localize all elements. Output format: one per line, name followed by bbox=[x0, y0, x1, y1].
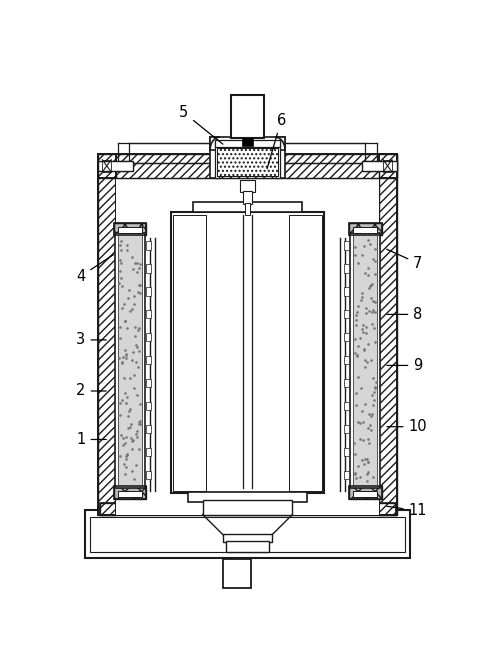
Text: 8: 8 bbox=[387, 307, 423, 322]
Bar bbox=[146, 333, 151, 341]
Bar bbox=[344, 310, 349, 318]
Text: 11: 11 bbox=[387, 503, 427, 518]
Bar bbox=[223, 534, 272, 542]
Bar bbox=[85, 510, 411, 558]
Bar bbox=[210, 137, 285, 150]
Bar bbox=[344, 379, 349, 387]
Bar bbox=[102, 160, 111, 172]
Bar bbox=[240, 180, 255, 192]
Bar bbox=[90, 517, 405, 552]
Bar bbox=[146, 310, 151, 318]
Bar bbox=[351, 233, 380, 488]
Bar bbox=[116, 178, 379, 514]
Bar bbox=[242, 137, 253, 146]
Bar bbox=[146, 471, 151, 479]
Bar bbox=[215, 141, 219, 178]
Bar bbox=[98, 154, 397, 178]
Bar bbox=[146, 241, 151, 249]
Text: 9: 9 bbox=[387, 358, 423, 373]
Bar bbox=[344, 425, 349, 434]
Text: 6: 6 bbox=[267, 113, 286, 169]
Bar bbox=[379, 154, 397, 514]
Bar bbox=[379, 154, 397, 514]
Bar bbox=[344, 265, 349, 272]
Bar bbox=[146, 356, 151, 365]
Bar bbox=[203, 500, 293, 514]
Bar bbox=[277, 137, 285, 178]
Bar bbox=[114, 487, 146, 499]
Bar bbox=[344, 333, 349, 341]
Bar bbox=[115, 233, 144, 488]
Bar bbox=[366, 160, 377, 171]
Bar bbox=[146, 379, 151, 387]
Bar bbox=[146, 402, 151, 410]
Text: 2: 2 bbox=[76, 383, 106, 398]
Bar bbox=[344, 448, 349, 456]
Text: 3: 3 bbox=[76, 332, 106, 347]
Bar bbox=[354, 491, 377, 497]
Bar bbox=[215, 140, 280, 147]
Bar bbox=[344, 356, 349, 365]
Bar bbox=[217, 149, 278, 176]
Bar bbox=[114, 223, 146, 235]
Bar bbox=[146, 425, 151, 434]
Bar bbox=[193, 202, 302, 212]
Bar bbox=[349, 223, 382, 235]
Text: 7: 7 bbox=[387, 249, 423, 271]
Bar bbox=[276, 141, 280, 178]
Bar bbox=[99, 503, 396, 514]
Bar bbox=[116, 163, 379, 178]
Bar bbox=[118, 227, 142, 233]
Bar bbox=[171, 212, 324, 493]
Bar bbox=[383, 160, 392, 172]
Bar bbox=[99, 503, 396, 514]
Bar bbox=[217, 149, 278, 176]
Bar bbox=[245, 203, 250, 215]
Bar bbox=[344, 241, 349, 249]
Bar bbox=[349, 223, 382, 235]
Bar bbox=[116, 163, 379, 178]
Text: 1: 1 bbox=[76, 432, 106, 447]
Bar bbox=[98, 154, 116, 514]
Bar bbox=[349, 487, 382, 499]
Bar bbox=[353, 235, 377, 485]
Bar bbox=[354, 227, 377, 233]
Bar bbox=[349, 487, 382, 499]
Text: 4: 4 bbox=[76, 255, 114, 284]
Bar bbox=[146, 265, 151, 272]
Bar bbox=[344, 287, 349, 296]
Bar bbox=[362, 160, 397, 171]
Bar bbox=[187, 491, 307, 502]
Bar bbox=[243, 191, 252, 204]
Bar bbox=[344, 471, 349, 479]
Bar bbox=[231, 95, 264, 139]
Bar bbox=[146, 448, 151, 456]
Bar bbox=[289, 215, 323, 491]
Bar bbox=[146, 287, 151, 296]
Bar bbox=[98, 154, 397, 178]
Bar bbox=[114, 487, 146, 499]
Bar bbox=[98, 154, 116, 514]
Text: 10: 10 bbox=[387, 419, 427, 434]
Text: 5: 5 bbox=[179, 105, 223, 144]
Bar bbox=[118, 160, 129, 171]
Bar bbox=[226, 540, 269, 552]
Bar bbox=[114, 223, 146, 235]
Bar bbox=[344, 402, 349, 410]
Bar bbox=[223, 560, 251, 587]
Bar bbox=[210, 137, 218, 178]
Bar bbox=[173, 215, 206, 491]
Bar bbox=[98, 160, 133, 171]
Bar bbox=[118, 491, 142, 497]
Bar bbox=[118, 235, 142, 485]
